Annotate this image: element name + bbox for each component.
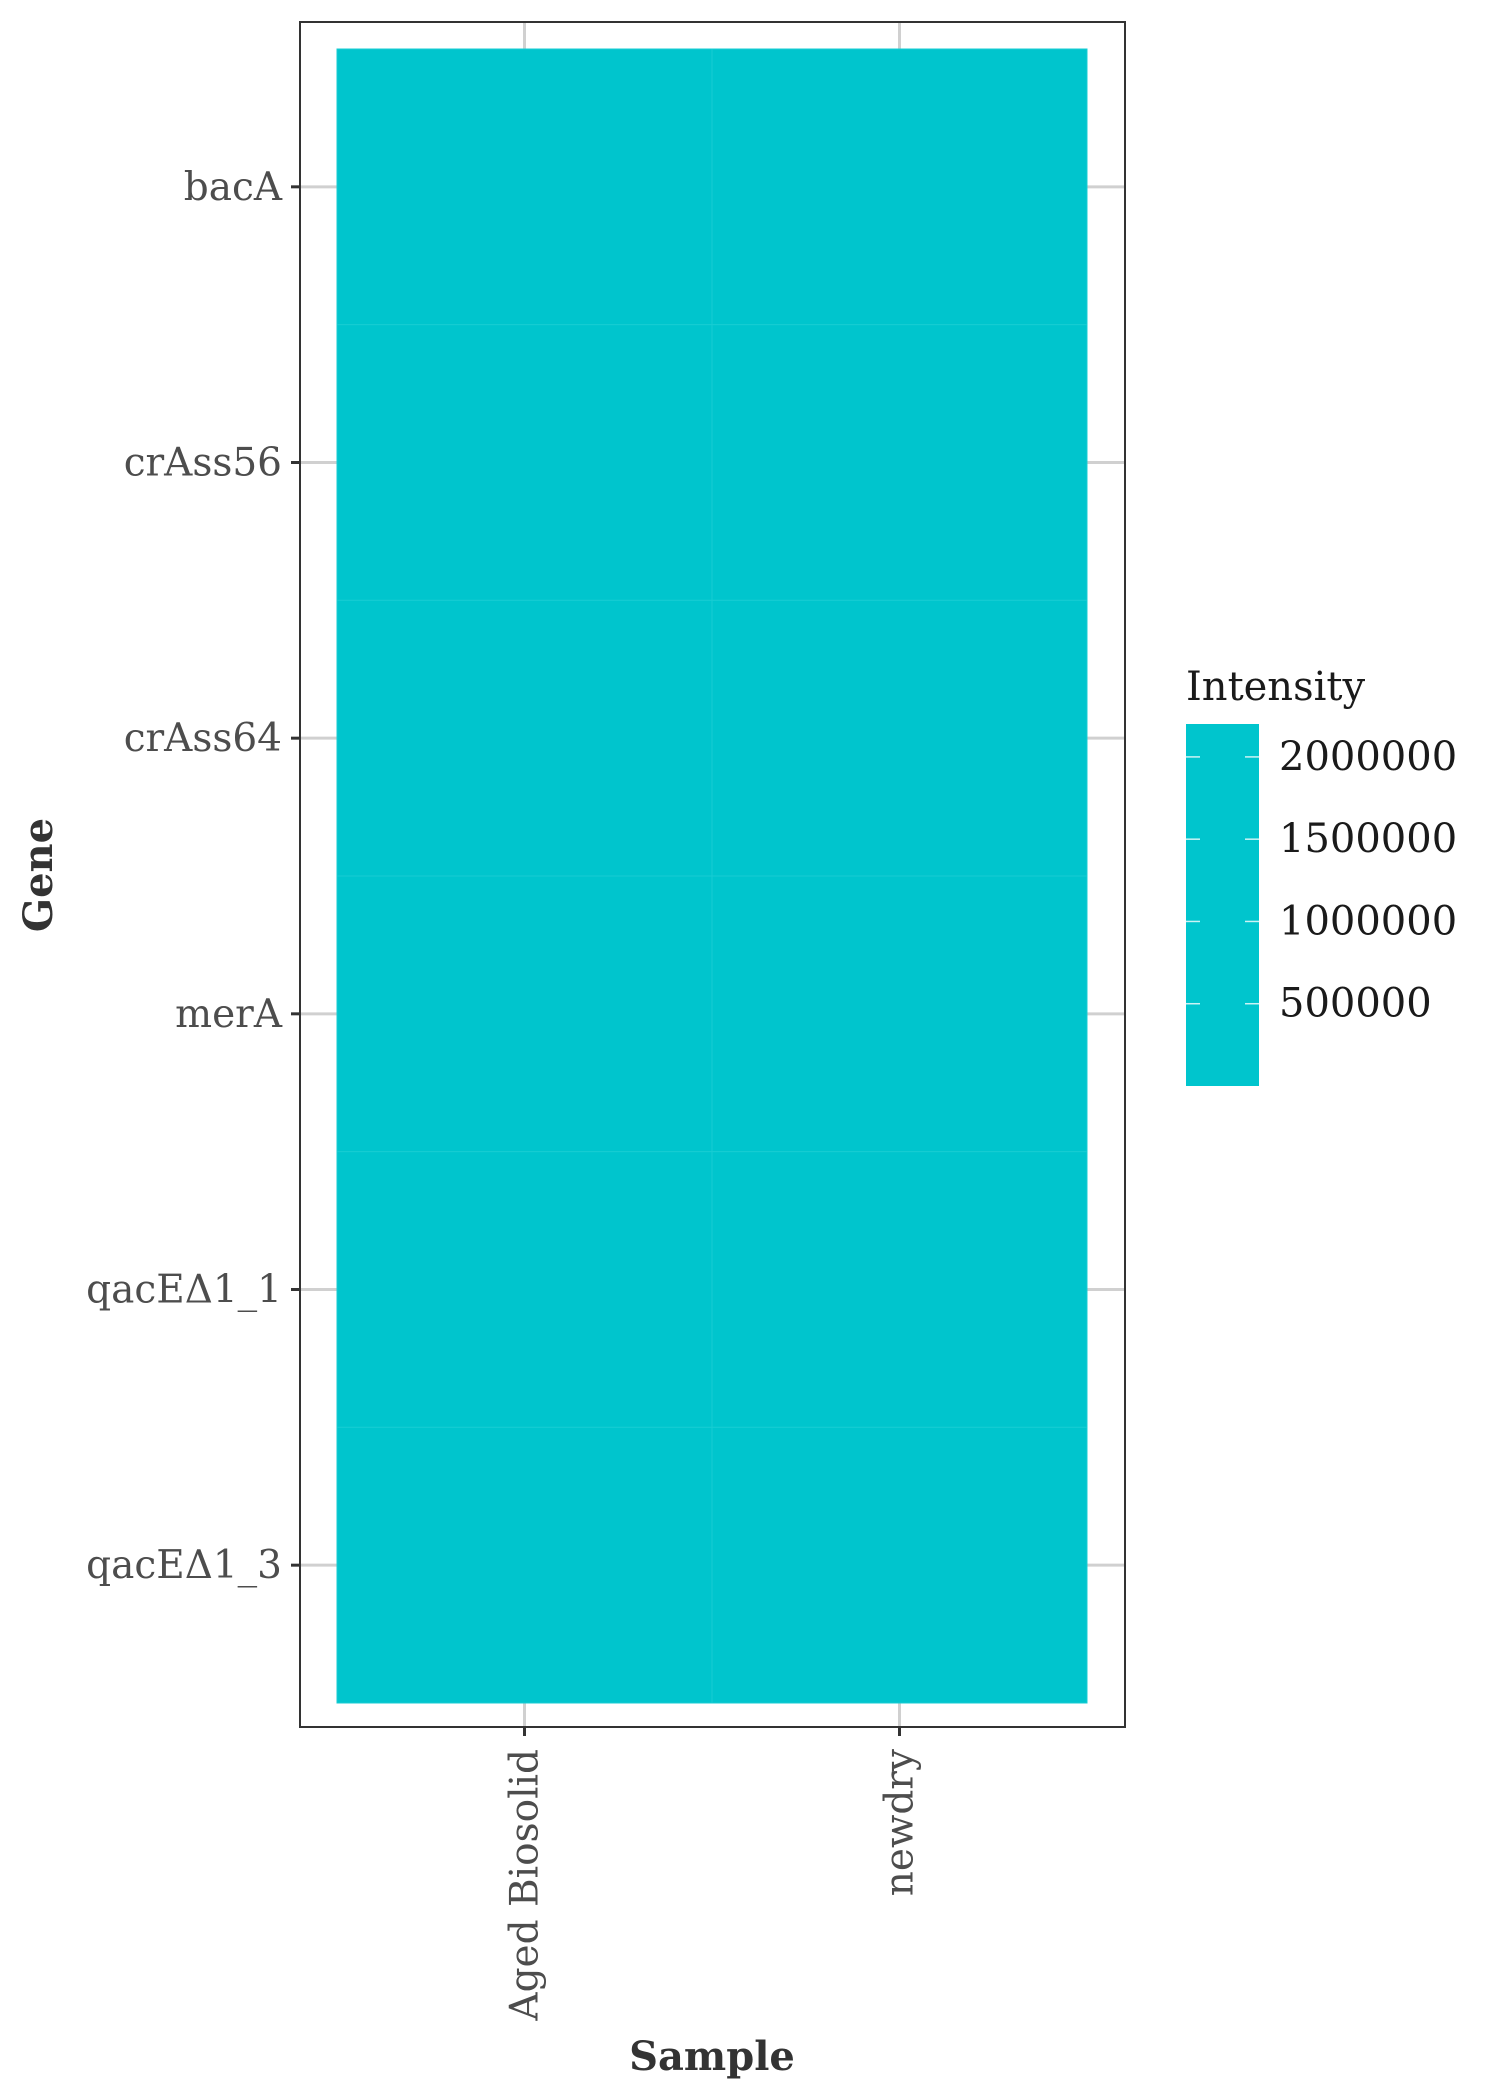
legend-title: Intensity bbox=[1186, 664, 1365, 710]
y-tick-label: crAss64 bbox=[124, 716, 282, 761]
heatmap-cell bbox=[336, 875, 713, 1153]
y-axis: bacA crAss56 crAss64 merA qacEΔ1_1 qacEΔ1_3 bbox=[86, 165, 300, 1588]
y-tick-label: merA bbox=[175, 992, 283, 1037]
y-axis-title: Gene bbox=[15, 818, 62, 932]
legend-ticks: 2000000 1500000 1000000 500000 bbox=[1186, 734, 1457, 1027]
x-tick-label: newdry bbox=[878, 1749, 923, 1896]
panel-border bbox=[299, 21, 1126, 1728]
y-tick-label: bacA bbox=[184, 165, 283, 210]
heatmap-cell bbox=[336, 1151, 713, 1428]
heatmap-cell bbox=[336, 599, 713, 877]
legend-tick-label: 500000 bbox=[1279, 981, 1432, 1027]
heatmap-cell bbox=[711, 48, 1088, 326]
x-tick-label: Aged Biosolid bbox=[503, 1749, 548, 2022]
heatmap-cell bbox=[336, 324, 713, 601]
heatmap-cell bbox=[711, 324, 1088, 601]
heatmap-cell bbox=[711, 599, 1088, 877]
legend-tick-label: 2000000 bbox=[1279, 734, 1457, 780]
legend: Intensity 2000000 1500000 1000000 500000 bbox=[1186, 664, 1457, 1086]
legend-tick-label: 1500000 bbox=[1279, 816, 1457, 862]
y-tick-label: qacEΔ1_1 bbox=[86, 1268, 282, 1313]
heatmap-cell bbox=[336, 1426, 713, 1704]
y-tick-label: crAss56 bbox=[124, 441, 282, 486]
heatmap-cell bbox=[336, 48, 713, 326]
heatmap-cell bbox=[711, 1426, 1088, 1704]
heatmap-cell bbox=[711, 875, 1088, 1153]
legend-colorbar bbox=[1186, 724, 1259, 1086]
y-tick-label: qacEΔ1_3 bbox=[86, 1543, 282, 1588]
x-axis: Aged Biosolid newdry bbox=[503, 1727, 923, 2022]
heatmap-cells bbox=[336, 48, 1088, 1704]
x-axis-title: Sample bbox=[629, 2033, 795, 2080]
legend-tick-label: 1000000 bbox=[1279, 898, 1457, 944]
heatmap-cell bbox=[711, 1151, 1088, 1428]
